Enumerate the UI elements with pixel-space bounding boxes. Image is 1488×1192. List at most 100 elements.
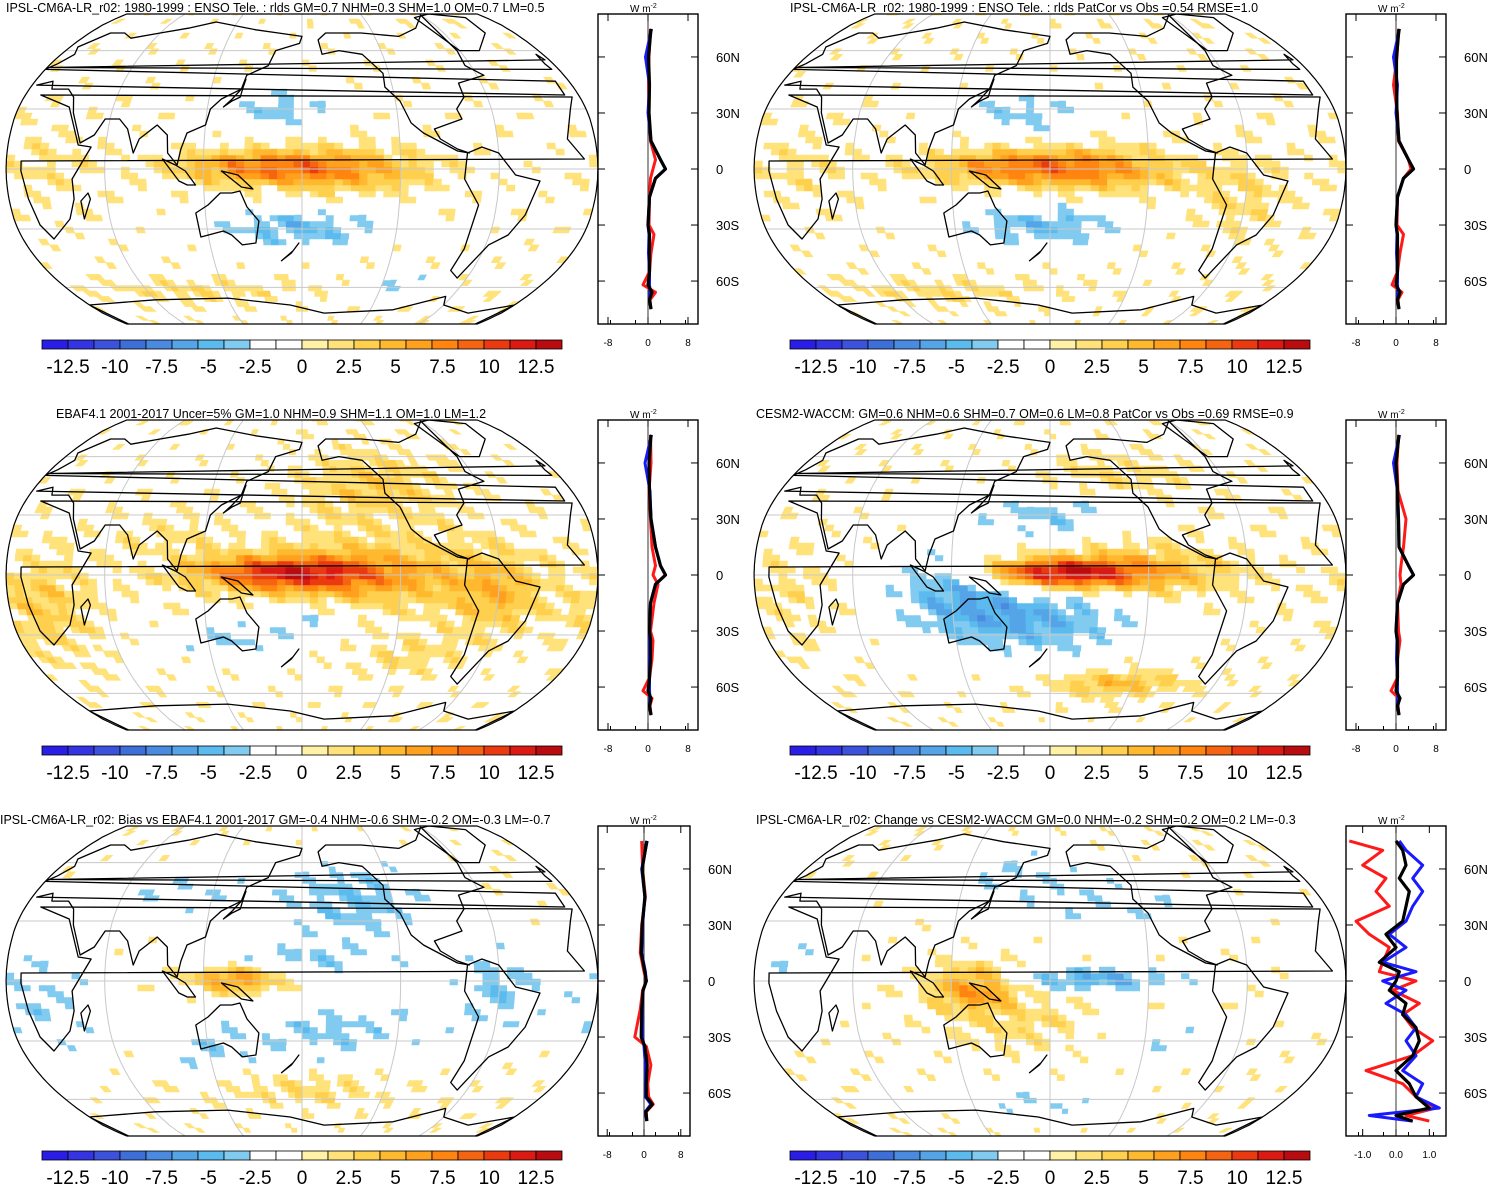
field-cell	[222, 669, 231, 675]
field-cell	[1184, 718, 1196, 723]
field-cell	[944, 597, 953, 603]
field-cell	[1001, 179, 1009, 185]
field-cell	[927, 591, 935, 597]
field-cell	[813, 137, 822, 143]
field-cell	[961, 609, 970, 615]
field-cell	[1019, 239, 1027, 245]
field-cell	[376, 567, 384, 573]
field-cell	[253, 585, 261, 591]
field-cell	[1246, 597, 1255, 603]
field-cell	[1165, 585, 1174, 591]
field-cell	[239, 227, 247, 233]
field-cell	[281, 316, 287, 320]
field-cell	[1050, 245, 1058, 251]
field-cell	[368, 567, 376, 573]
field-cell	[212, 549, 220, 555]
field-cell	[1002, 209, 1010, 215]
field-cell	[935, 167, 943, 173]
field-cell	[1072, 657, 1080, 663]
field-cell	[928, 245, 937, 251]
field-cell	[226, 651, 235, 657]
field-cell	[1108, 161, 1116, 167]
field-cell	[515, 555, 524, 561]
field-cell	[23, 555, 32, 561]
field-cell	[1075, 585, 1083, 591]
field-cell	[294, 567, 302, 573]
field-cell	[833, 119, 842, 125]
field-cell	[1155, 269, 1165, 275]
field-cell	[1181, 567, 1189, 573]
field-cell	[1191, 657, 1201, 663]
field-cell	[359, 543, 367, 549]
field-cell	[1130, 621, 1139, 627]
field-cell	[204, 543, 213, 549]
field-cell	[359, 191, 367, 197]
field-cell	[333, 227, 341, 233]
field-cell	[368, 173, 376, 179]
field-cell	[348, 645, 356, 651]
field-cell	[1116, 167, 1124, 173]
field-cell	[335, 549, 343, 555]
field-cell	[987, 639, 995, 645]
field-cell	[1034, 609, 1042, 615]
field-cell	[1093, 38, 1101, 43]
field-cell	[1034, 579, 1042, 585]
field-cell	[28, 119, 38, 125]
field-cell	[1050, 627, 1058, 633]
field-cell	[862, 137, 871, 143]
field-cell	[1132, 173, 1140, 179]
field-cell	[846, 263, 857, 269]
field-cell	[580, 591, 589, 597]
field-cell	[255, 455, 263, 461]
field-cell	[515, 585, 524, 591]
field-cell	[342, 531, 350, 537]
field-cell	[401, 167, 409, 173]
colorbar-box	[1206, 340, 1232, 349]
field-cell	[294, 101, 302, 107]
field-cell	[357, 221, 365, 227]
field-cell	[157, 209, 166, 215]
field-cell	[269, 579, 277, 585]
field-cell	[1050, 633, 1058, 639]
field-cell	[368, 179, 376, 185]
colorbar-label: 10	[479, 763, 500, 784]
field-cell	[407, 537, 416, 543]
field-cell	[423, 609, 432, 615]
field-cell	[869, 101, 879, 107]
field-cell	[318, 167, 326, 173]
field-cell	[146, 573, 154, 579]
field-cell	[196, 543, 205, 549]
field-cell	[1081, 239, 1089, 245]
field-cell	[914, 627, 923, 633]
field-cell	[409, 161, 417, 167]
field-cell	[782, 609, 791, 615]
field-cell	[237, 434, 245, 439]
field-cell	[318, 137, 326, 143]
field-cell	[1066, 615, 1074, 621]
field-cell	[1002, 615, 1010, 621]
field-cell	[507, 585, 516, 591]
field-cell	[40, 143, 49, 149]
field-cell	[1113, 269, 1122, 275]
field-cell	[1252, 203, 1261, 209]
field-cell	[1050, 621, 1058, 627]
field-cell	[262, 119, 270, 125]
field-cell	[986, 113, 994, 119]
field-cell	[254, 209, 262, 215]
field-cell	[1066, 185, 1074, 191]
field-cell	[489, 597, 498, 603]
field-cell	[920, 603, 929, 609]
field-cell	[1189, 555, 1198, 561]
field-cell	[957, 692, 966, 697]
field-cell	[212, 555, 220, 561]
field-cell	[187, 149, 195, 155]
colorbar-box	[432, 746, 458, 755]
field-cell	[970, 621, 979, 627]
panel-title: IPSL-CM6A-LR_r02: 1980-1999 : ENSO Tele.…	[6, 1, 545, 15]
field-cell	[343, 185, 351, 191]
field-cell	[804, 179, 813, 185]
field-cell	[895, 597, 904, 603]
colorbar-box	[276, 746, 302, 755]
field-cell	[264, 651, 272, 657]
field-cell	[237, 537, 245, 543]
